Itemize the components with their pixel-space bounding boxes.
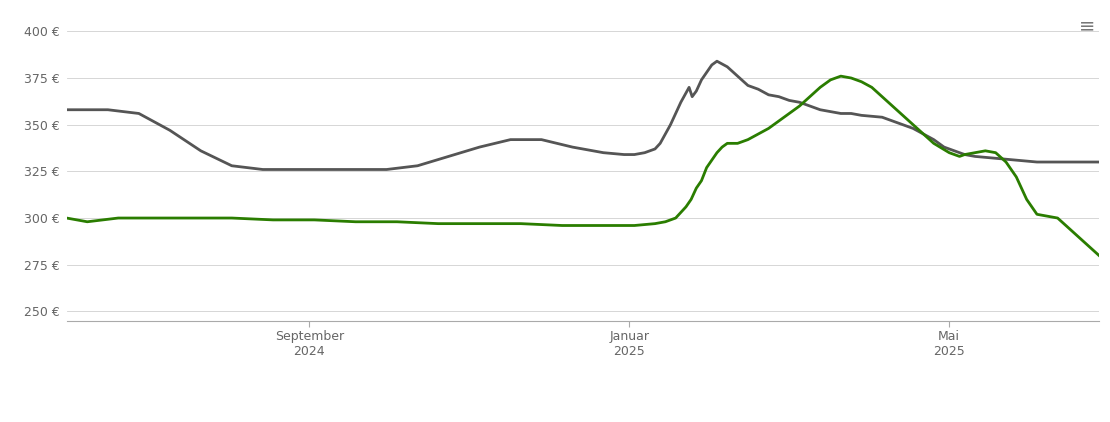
Text: ≡: ≡: [1079, 16, 1096, 35]
